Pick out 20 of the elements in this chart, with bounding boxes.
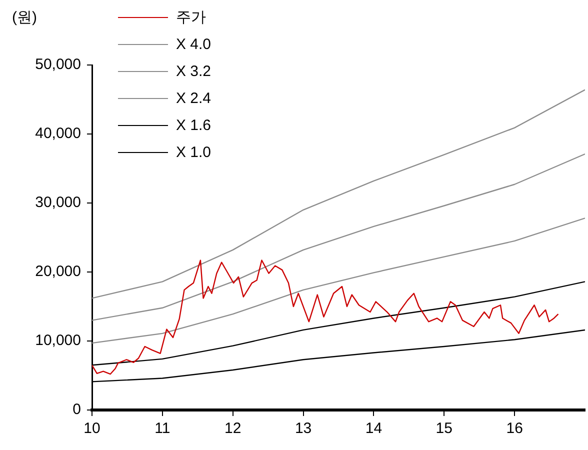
y-tick-label: 20,000 [35, 263, 81, 280]
x-tick-label: 16 [506, 420, 523, 438]
legend-label: X 1.6 [176, 117, 212, 134]
legend-label: X 1.0 [176, 144, 212, 161]
x-tick-label: 13 [294, 420, 312, 438]
y-tick-label: 10,000 [35, 332, 81, 350]
x-tick-label: 12 [224, 420, 242, 438]
legend-label: X 3.2 [176, 63, 212, 80]
y-tick-label: 50,000 [35, 56, 81, 74]
y-tick-label: 30,000 [35, 194, 81, 212]
x-tick-label: 15 [436, 420, 452, 438]
x-tick-label: 11 [154, 420, 170, 438]
y-tick-label: 40,000 [35, 125, 81, 142]
legend-label: X 2.4 [176, 90, 212, 107]
y-axis-title: (원) [12, 8, 37, 27]
y-tick-label: 0 [72, 401, 81, 418]
legend-label: 주가 [176, 8, 206, 27]
x-tick-label: 14 [365, 420, 382, 438]
legend-label: X 4.0 [176, 36, 212, 53]
x-tick-label: 10 [84, 420, 100, 438]
